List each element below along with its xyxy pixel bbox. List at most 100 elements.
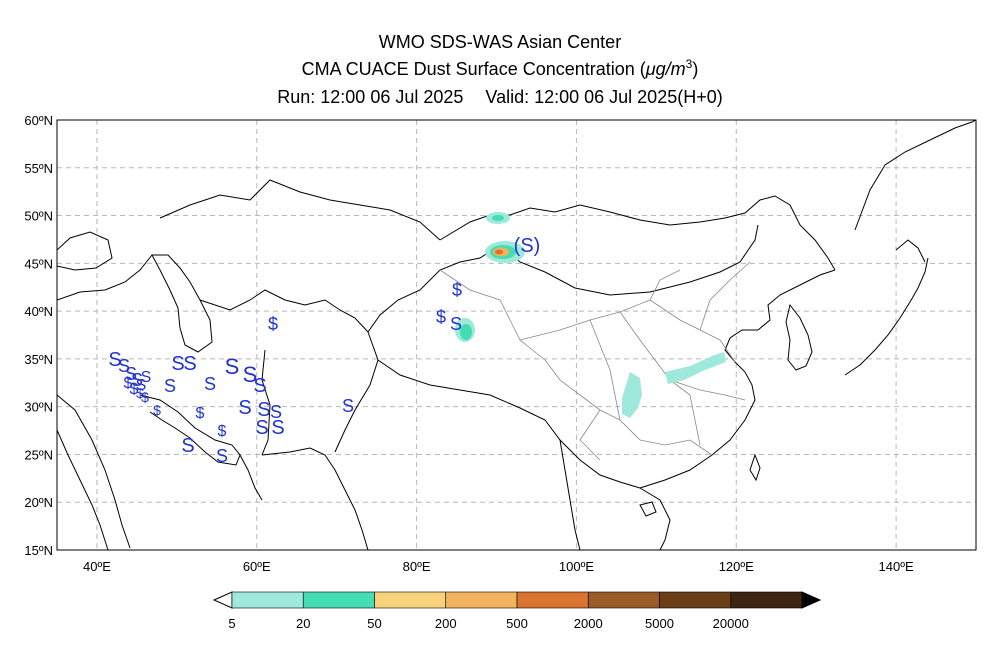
dust-symbol: S: [257, 399, 270, 421]
dust-symbol: S: [171, 353, 184, 375]
dust-patch-sichuan: [622, 372, 642, 418]
colorbar-label: 5000: [645, 616, 674, 631]
valid-time: Valid: 12:00 06 Jul 2025(H+0): [485, 87, 723, 107]
coastline-korea: [785, 303, 813, 371]
dust-symbol: S: [216, 446, 228, 466]
dust-symbol: S: [204, 374, 216, 394]
dust-symbol: S: [253, 375, 266, 397]
border-pakistan-india: [334, 331, 379, 453]
border-central-asia: [367, 244, 501, 333]
lat-tick-label: 45ºN: [24, 256, 53, 271]
colorbar-swatch: [659, 591, 732, 609]
longitude-labels: 40ºE 60ºE 80ºE 100ºE 120ºE 140ºE: [83, 559, 914, 574]
dust-symbol: $: [218, 423, 227, 440]
dust-symbol: S: [164, 376, 176, 396]
lon-tick-label: 80ºE: [403, 559, 431, 574]
lat-tick-label: 50ºN: [24, 209, 53, 224]
coastline-south-asia: [261, 447, 369, 550]
border-china-south: [377, 359, 641, 489]
unit-superscript: 3: [685, 57, 693, 71]
colorbar-swatch: [302, 591, 375, 609]
coastline-japan: [844, 239, 929, 376]
colorbar-label: 20000: [713, 616, 749, 631]
colorbar-label: 200: [435, 616, 457, 631]
dust-symbol: $: [436, 307, 446, 327]
colorbar-label: 50: [367, 616, 381, 631]
border-mongolia-south: [499, 224, 759, 296]
colorbar-high-arrow: [801, 591, 822, 609]
dust-symbol: $: [153, 402, 161, 418]
coastline-north: [854, 120, 976, 231]
lat-tick-label: 35ºN: [24, 352, 53, 367]
dust-symbol: S: [183, 353, 196, 375]
dust-symbol: S: [243, 362, 258, 387]
lat-tick-label: 55ºN: [24, 161, 53, 176]
dust-symbol: $: [141, 389, 149, 405]
coastline-china-east: [639, 269, 836, 489]
dust-symbol: S: [136, 377, 147, 394]
title-line-2: CMA CUACE Dust Surface Concentration (μg…: [0, 58, 1000, 80]
title-line-3: Run: 12:00 06 Jul 2025 Valid: 12:00 06 Ju…: [0, 86, 1000, 108]
title-line-2-suffix: ): [692, 59, 699, 79]
map-frame: [56, 119, 977, 551]
colorbar-label: 500: [506, 616, 528, 631]
black-sea: [57, 231, 113, 271]
dust-symbol: $: [130, 381, 139, 398]
dust-shading: [455, 212, 726, 418]
lon-tick-label: 120ºE: [719, 559, 754, 574]
dust-patch-north-china: [665, 352, 726, 384]
red-sea-coast: [57, 429, 109, 550]
dust-patch-junggar-peak: [495, 249, 503, 255]
caspian-sea: [151, 254, 213, 353]
persian-gulf: [139, 394, 241, 466]
dust-symbol: S: [450, 314, 462, 334]
dust-symbol: S: [270, 402, 282, 422]
dust-symbol: S: [225, 354, 240, 379]
dust-symbol: S: [108, 349, 121, 371]
colorbar-swatch: [374, 591, 447, 609]
dust-symbol: $: [136, 385, 144, 401]
border-iran-east: [199, 289, 369, 456]
dust-symbol: $: [452, 280, 462, 300]
colorbar-swatch: [516, 591, 589, 609]
coastline-indochina: [559, 439, 671, 550]
title-line-2-prefix: CMA CUACE Dust Surface Concentration (: [301, 59, 646, 79]
colorbar-swatch: [445, 591, 518, 609]
dust-symbol: S: [141, 369, 152, 386]
run-time: Run: 12:00 06 Jul 2025: [277, 87, 464, 107]
lat-tick-label: 40ºN: [24, 304, 53, 319]
lat-tick-label: 15ºN: [24, 543, 53, 558]
lon-tick-label: 140ºE: [879, 559, 914, 574]
dust-symbol: $: [268, 314, 278, 334]
dust-symbol: (S): [514, 235, 541, 257]
colorbar: 5 20 50 200 500 2000 5000 20000: [212, 591, 822, 631]
dust-patch-taklimakan-core: [460, 324, 472, 340]
colorbar-swatch: [587, 591, 660, 609]
dust-symbol: S: [255, 417, 268, 439]
dust-symbol: S: [181, 435, 194, 457]
colorbar-label: 2000: [574, 616, 603, 631]
colorbar-low-arrow: [212, 591, 233, 609]
border-kazakhstan-north: [159, 179, 441, 241]
dust-symbol: S: [238, 397, 251, 419]
lat-tick-label: 60ºN: [24, 113, 53, 128]
province-borders: [439, 261, 751, 461]
dust-symbol: $: [196, 405, 205, 422]
dust-patch-junggar-north-core: [492, 215, 504, 221]
land-outlines: [57, 120, 976, 550]
colorbar-label: 20: [296, 616, 310, 631]
dust-symbol: S: [125, 364, 137, 384]
border-caucasus: [57, 254, 153, 301]
border-russia-china: [439, 195, 836, 271]
coastline-taiwan: [749, 453, 761, 482]
arabian-peninsula: [57, 394, 263, 549]
lon-tick-label: 40ºE: [83, 559, 111, 574]
dust-symbol: S: [342, 396, 354, 416]
dust-symbol: S: [271, 417, 284, 439]
lat-tick-label: 25ºN: [24, 447, 53, 462]
title-line-1: WMO SDS-WAS Asian Center: [378, 32, 622, 52]
colorbar-swatch: [231, 591, 304, 609]
coastline-hainan: [639, 501, 657, 517]
lat-tick-label: 30ºN: [24, 400, 53, 415]
